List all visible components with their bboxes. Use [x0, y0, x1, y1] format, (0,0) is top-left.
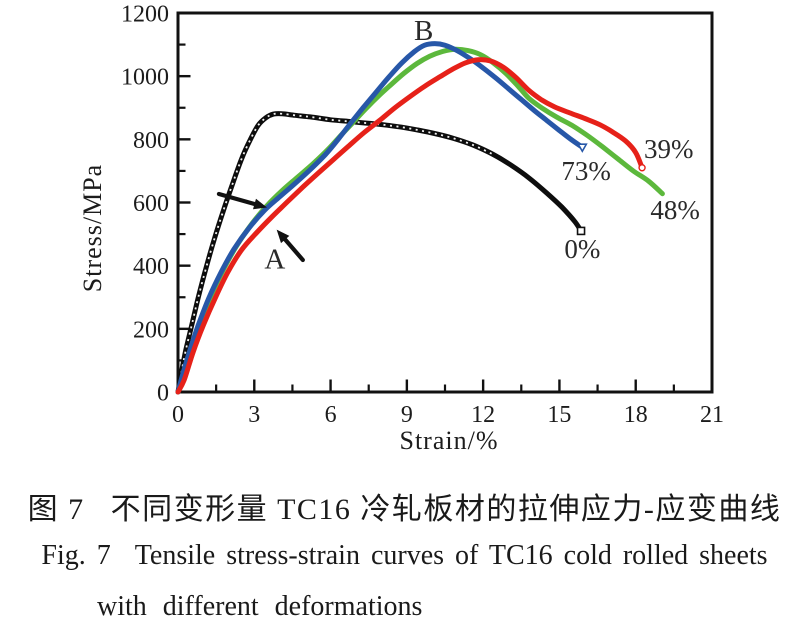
pointer-arrow-2 — [283, 237, 305, 263]
annotation-73pct: 73% — [561, 156, 611, 186]
figure-number-zh: 图 7 — [27, 493, 85, 526]
x-axis-title: Strain/% — [400, 426, 499, 455]
y-tick-label: 0 — [157, 381, 169, 407]
x-tick-label: 15 — [547, 402, 571, 428]
curve-0pct — [175, 111, 584, 395]
curve-73pct — [175, 41, 585, 395]
x-tick-label: 21 — [700, 402, 724, 428]
y-tick-label: 200 — [133, 317, 169, 343]
y-axis-title: Stress/MPa — [78, 164, 107, 292]
x-tick-label: 18 — [624, 402, 648, 428]
caption-zh-text: 不同变形量 TC16 冷轧板材的拉伸应力-应变曲线 — [110, 493, 782, 526]
annotation-39pct: 39% — [644, 134, 694, 164]
caption-english-line1: Fig. 7 Tensile stress-strain curves of TC… — [0, 540, 809, 572]
end-marker-circle — [638, 164, 646, 172]
annotation-A: A — [264, 243, 285, 275]
y-tick-label: 1200 — [121, 2, 169, 28]
caption-english-line2: with different deformations — [97, 591, 423, 622]
curve-48pct — [175, 46, 665, 395]
caption-en-text: Tensile stress-strain curves of TC16 col… — [134, 540, 768, 571]
x-tick-label: 0 — [172, 402, 184, 428]
pointer-arrow-1 — [216, 191, 257, 207]
annotation-48pct: 48% — [650, 195, 700, 225]
annotation-B: B — [414, 15, 433, 47]
y-tick-label: 800 — [133, 128, 169, 154]
curve-39pct — [175, 57, 645, 395]
stress-strain-chart-svg: 0 3 6 9 12 15 18 21 0 200 400 600 800 1000 1200 Strain/… — [78, 2, 724, 456]
pointer-arrowhead-1 — [252, 198, 267, 210]
plot-frame — [176, 11, 714, 394]
end-marker-triangle — [576, 143, 588, 153]
caption-chinese: 图 7 不同变形量 TC16 冷轧板材的拉伸应力-应变曲线 — [0, 484, 809, 528]
x-tick-label: 3 — [248, 402, 260, 428]
x-tick-label: 6 — [325, 402, 337, 428]
x-tick-label: 12 — [471, 402, 495, 428]
pointer-arrowhead-2 — [276, 229, 290, 244]
stress-strain-chart: 0 3 6 9 12 15 18 21 0 200 400 600 800 1000 1200 Strain/… — [78, 2, 724, 456]
y-tick-label: 600 — [133, 191, 169, 217]
annotation-0pct: 0% — [564, 234, 600, 264]
y-tick-label: 400 — [133, 254, 169, 280]
end-marker-square — [576, 226, 586, 236]
y-tick-label: 1000 — [121, 65, 169, 91]
figure-number-en: Fig. 7 — [41, 540, 111, 571]
x-tick-label: 9 — [401, 402, 413, 428]
curve-0pct-marker-texture — [177, 112, 494, 393]
